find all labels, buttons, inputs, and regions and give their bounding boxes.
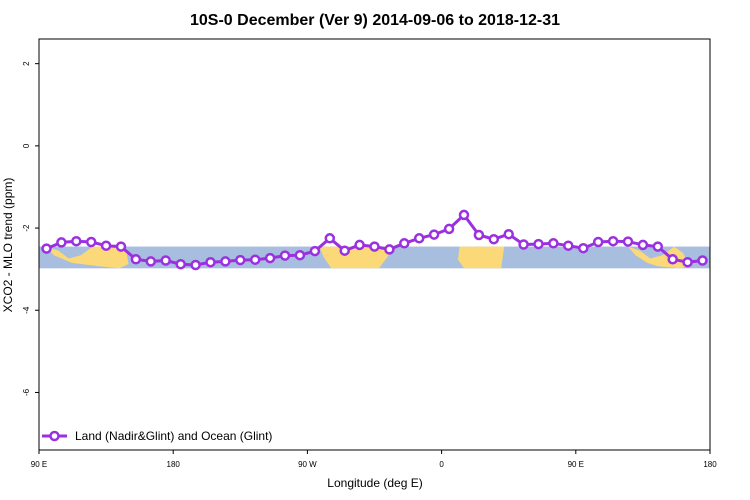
data-point [145, 256, 157, 267]
data-point [503, 228, 514, 240]
data-point [354, 239, 365, 251]
legend: Land (Nadir&Glint) and Ocean (Glint) [42, 429, 272, 443]
data-point [578, 242, 589, 254]
y-tick-label-3: -4 [22, 306, 31, 314]
x-tick-label-1: 180 [167, 460, 181, 469]
data-point [607, 235, 619, 247]
y-tick-label-2: -2 [22, 224, 31, 232]
plot-frame [38, 38, 711, 451]
data-point [652, 241, 664, 252]
y-tick-label-0: 2 [22, 61, 31, 66]
x-axis: 90 E 180 90 W 0 90 E 180 [31, 450, 717, 469]
data-point [264, 252, 276, 264]
data-point [56, 237, 67, 248]
data-point [205, 256, 216, 268]
data-point [190, 259, 201, 271]
data-point [473, 229, 485, 241]
land-patch-0 [46, 246, 129, 269]
data-point [622, 236, 634, 247]
y-axis-label: XCO2 - MLO trend (ppm) [1, 178, 15, 313]
y-axis: 2 0 -2 -4 -6 [22, 61, 39, 396]
data-point [100, 240, 112, 251]
data-point [220, 256, 231, 267]
x-tick-label-2: 90 W [298, 460, 317, 469]
y-tick-label-1: 0 [22, 143, 31, 148]
x-tick-label-5: 180 [703, 460, 717, 469]
data-point [249, 254, 261, 265]
data-point [548, 238, 559, 249]
data-point [518, 239, 529, 250]
data-point [85, 236, 97, 248]
data-point [413, 233, 425, 244]
x-tick-label-4: 90 E [568, 460, 584, 469]
data-point [384, 244, 395, 255]
data-point [294, 249, 306, 261]
data-point [563, 240, 574, 251]
data-point [443, 223, 455, 235]
data-point [324, 233, 336, 244]
data-point [71, 235, 82, 247]
data-point [592, 236, 604, 248]
data-point [697, 255, 708, 266]
data-point [339, 245, 350, 256]
x-tick-label-0: 90 E [31, 460, 47, 469]
data-point [369, 241, 380, 252]
data-point [115, 241, 127, 252]
data-point [667, 254, 678, 265]
x-axis-label: Longitude (deg E) [327, 476, 422, 490]
land-patch-2 [458, 246, 505, 269]
data-point [637, 239, 649, 251]
data-point [533, 238, 544, 250]
data-point [235, 254, 246, 266]
data-point [399, 238, 410, 249]
data-point [130, 254, 142, 265]
data-point [175, 258, 186, 270]
data-point [160, 255, 171, 266]
data-point [279, 250, 291, 261]
data-point [41, 243, 52, 254]
land-patch-1 [319, 246, 390, 269]
series-layer [41, 209, 708, 271]
x-tick-label-3: 0 [439, 460, 444, 469]
data-point [458, 209, 470, 221]
legend-label: Land (Nadir&Glint) and Ocean (Glint) [75, 429, 272, 443]
data-point [682, 256, 693, 268]
legend-marker-swatch [49, 430, 60, 442]
data-point [428, 229, 440, 240]
chart-title: 10S-0 December (Ver 9) 2014-09-06 to 201… [190, 12, 560, 29]
data-point [488, 233, 500, 245]
data-point [309, 245, 321, 257]
y-tick-label-4: -6 [22, 388, 31, 396]
